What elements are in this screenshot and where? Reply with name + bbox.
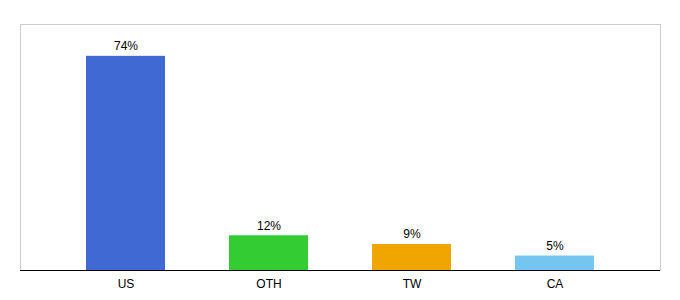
svg-text:74%: 74% [114,39,138,53]
svg-text:12%: 12% [257,219,281,233]
svg-text:9%: 9% [403,227,421,241]
svg-text:CA: CA [547,277,564,291]
svg-text:OTH: OTH [256,277,281,291]
svg-text:US: US [118,277,135,291]
svg-text:TW: TW [403,277,422,291]
svg-text:5%: 5% [546,239,564,253]
